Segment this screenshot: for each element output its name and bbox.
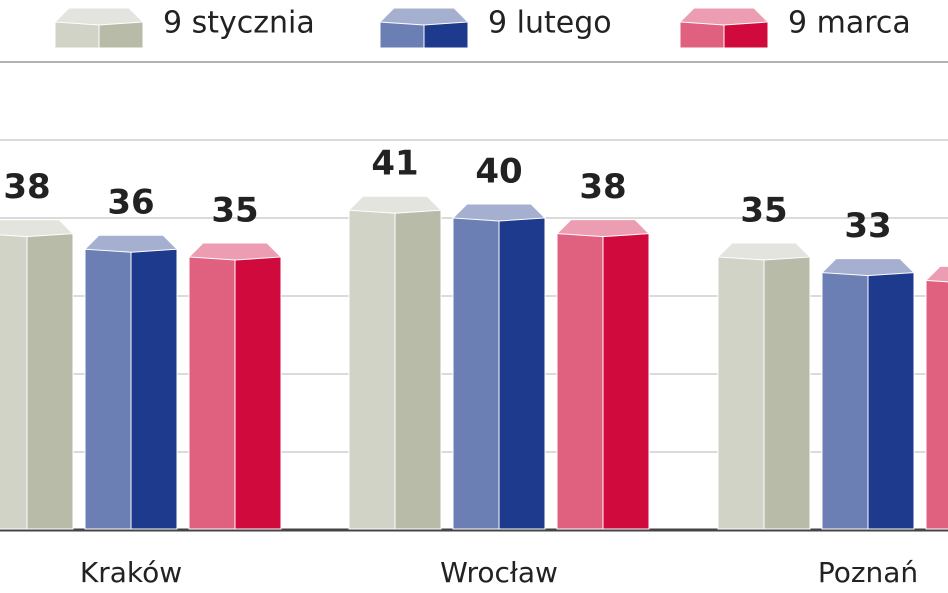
bar-face: [716, 242, 812, 261]
bar-face: [763, 256, 811, 530]
value-label: 36: [107, 183, 154, 223]
legend-swatch-face: [723, 21, 769, 49]
legend-swatch-face: [53, 7, 145, 26]
legend-swatch: [53, 7, 145, 49]
bar-face: [348, 209, 396, 530]
x-tick-label: Wrocław: [440, 556, 558, 589]
bar-face: [188, 256, 236, 530]
legend-swatch: [678, 7, 770, 49]
bar-face: [84, 248, 132, 530]
bar-face: [452, 217, 500, 530]
bar: [83, 234, 179, 530]
bar-face: [867, 272, 915, 530]
bar: [716, 242, 812, 530]
value-label: 35: [740, 191, 787, 231]
bar-face: [924, 265, 948, 283]
bar: [924, 265, 948, 530]
bar: [555, 219, 651, 530]
legend-swatch-face: [678, 7, 770, 26]
bar-face: [130, 248, 178, 530]
legend-swatch-face: [679, 21, 725, 49]
x-tick-label: Kraków: [80, 556, 182, 589]
legend-swatch-face: [423, 21, 469, 49]
bar-face: [26, 233, 74, 530]
bar-face: [602, 233, 650, 530]
bar-face: [717, 256, 765, 530]
bar-face: [234, 256, 282, 530]
bar: [347, 195, 443, 530]
value-label: 33: [844, 206, 891, 246]
bar-face: [498, 217, 546, 530]
legend-swatch-face: [54, 21, 100, 49]
value-label: 35: [211, 191, 258, 231]
bar: [187, 242, 283, 530]
bar-face: [187, 242, 283, 261]
bar: [820, 258, 916, 530]
bar-face: [0, 233, 28, 530]
bar-face: [394, 209, 442, 530]
bar: [451, 203, 547, 530]
legend-swatch-face: [98, 21, 144, 49]
value-label: 41: [371, 144, 418, 184]
legend-swatch: [378, 7, 470, 49]
legend-swatch-face: [379, 21, 425, 49]
bar-face: [820, 258, 916, 277]
bar-face: [555, 219, 651, 238]
bar-face: [925, 279, 948, 530]
bar-face: [83, 234, 179, 253]
bar-face: [451, 203, 547, 222]
bar-face: [347, 195, 443, 214]
bar: [0, 219, 75, 530]
legend-label: 9 marca: [788, 6, 911, 41]
legend-label: 9 stycznia: [163, 6, 315, 41]
bar-face: [0, 219, 75, 238]
bar-face: [821, 272, 869, 530]
value-label: 38: [579, 167, 626, 207]
value-label: 40: [475, 152, 522, 192]
bar-face: [556, 233, 604, 530]
value-label: 38: [3, 167, 50, 207]
legend-label: 9 lutego: [488, 6, 612, 41]
x-tick-label: Poznań: [818, 556, 918, 589]
legend-swatch-face: [378, 7, 470, 26]
